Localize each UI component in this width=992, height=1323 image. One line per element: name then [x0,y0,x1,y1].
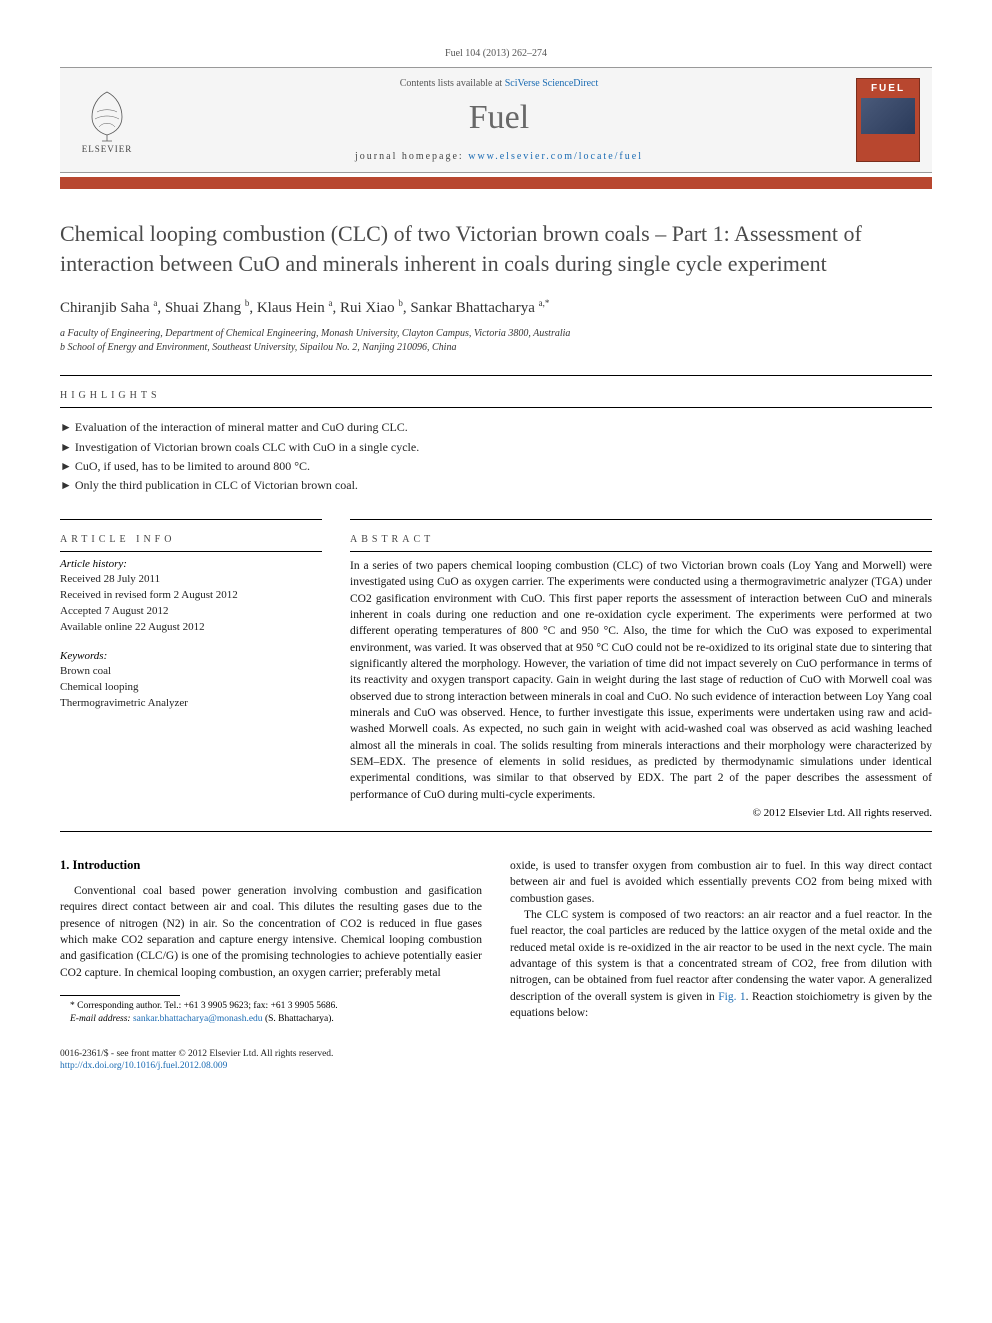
intro-para-2: oxide, is used to transfer oxygen from c… [510,858,932,907]
homepage-line: journal homepage: www.elsevier.com/locat… [142,151,856,162]
history-revised: Received in revised form 2 August 2012 [60,588,322,604]
body-right-column: oxide, is used to transfer oxygen from c… [510,858,932,1026]
contents-prefix: Contents lists available at [400,78,505,89]
divider [60,551,322,552]
email-suffix: (S. Bhattacharya). [263,1014,334,1024]
homepage-prefix: journal homepage: [355,151,468,162]
divider [60,407,932,408]
history-online: Available online 22 August 2012 [60,620,322,636]
cover-thumb-image [861,98,915,134]
abstract-label: abstract [350,534,932,545]
body-left-column: 1. Introduction Conventional coal based … [60,858,482,1026]
doi-link[interactable]: http://dx.doi.org/10.1016/j.fuel.2012.08… [60,1061,227,1071]
keyword: Thermogravimetric Analyzer [60,696,322,712]
history-accepted: Accepted 7 August 2012 [60,604,322,620]
highlight-item: Only the third publication in CLC of Vic… [60,476,932,495]
highlights-list: Evaluation of the interaction of mineral… [60,418,932,495]
footer-block: 0016-2361/$ - see front matter © 2012 El… [60,1048,932,1074]
footer-front-matter: 0016-2361/$ - see front matter © 2012 El… [60,1048,932,1061]
info-abstract-row: article info Article history: Received 2… [60,513,932,819]
keyword: Chemical looping [60,680,322,696]
fig-1-link[interactable]: Fig. 1 [718,991,745,1003]
affiliation-a: a Faculty of Engineering, Department of … [60,327,932,341]
accent-bar [60,177,932,189]
keyword: Brown coal [60,664,322,680]
affiliations: a Faculty of Engineering, Department of … [60,327,932,355]
article-history: Article history: Received 28 July 2011 R… [60,558,322,636]
abstract-copyright: © 2012 Elsevier Ltd. All rights reserved… [350,807,932,819]
intro-para-1: Conventional coal based power generation… [60,883,482,981]
journal-header: ELSEVIER Contents lists available at Sci… [60,67,932,173]
highlight-item: Evaluation of the interaction of mineral… [60,418,932,437]
contents-line: Contents lists available at SciVerse Sci… [142,78,856,89]
intro-heading: 1. Introduction [60,858,482,873]
abstract-text: In a series of two papers chemical loopi… [350,558,932,803]
sciencedirect-link[interactable]: SciVerse ScienceDirect [505,78,599,89]
journal-cover-thumb: FUEL [856,78,920,162]
divider [350,519,932,520]
divider [60,519,322,520]
divider [60,375,932,376]
cover-thumb-title: FUEL [871,83,905,94]
abstract-column: abstract In a series of two papers chemi… [350,513,932,819]
page-root: Fuel 104 (2013) 262–274 ELSEVIER Content… [0,0,992,1113]
article-info-label: article info [60,534,322,545]
divider [60,831,932,832]
article-info-column: article info Article history: Received 2… [60,513,322,819]
history-header: Article history: [60,558,322,570]
body-columns: 1. Introduction Conventional coal based … [60,858,932,1026]
divider [350,551,932,552]
affiliation-b: b School of Energy and Environment, Sout… [60,341,932,355]
email-link[interactable]: sankar.bhattacharya@monash.edu [133,1014,263,1024]
corresponding-author-note: * Corresponding author. Tel.: +61 3 9905… [60,1000,482,1013]
highlight-item: CuO, if used, has to be limited to aroun… [60,457,932,476]
author-list: Chiranjib Saha a, Shuai Zhang b, Klaus H… [60,298,932,317]
elsevier-tree-icon [77,87,137,142]
highlights-label: highlights [60,390,932,401]
intro-para-3-pre: The CLC system is composed of two reacto… [510,909,932,1003]
intro-para-3: The CLC system is composed of two reacto… [510,907,932,1021]
elsevier-logo: ELSEVIER [72,80,142,160]
keywords-header: Keywords: [60,650,322,662]
header-center: Contents lists available at SciVerse Sci… [142,78,856,162]
footnote-rule [60,995,180,996]
article-title: Chemical looping combustion (CLC) of two… [60,219,932,278]
highlight-item: Investigation of Victorian brown coals C… [60,438,932,457]
corresponding-email: E-mail address: sankar.bhattacharya@mona… [60,1013,482,1026]
email-label: E-mail address: [70,1014,133,1024]
keywords-block: Keywords: Brown coal Chemical looping Th… [60,650,322,712]
history-received: Received 28 July 2011 [60,572,322,588]
homepage-link[interactable]: www.elsevier.com/locate/fuel [468,151,643,162]
elsevier-name: ELSEVIER [82,144,133,154]
journal-title: Fuel [142,99,856,137]
journal-reference: Fuel 104 (2013) 262–274 [60,48,932,59]
